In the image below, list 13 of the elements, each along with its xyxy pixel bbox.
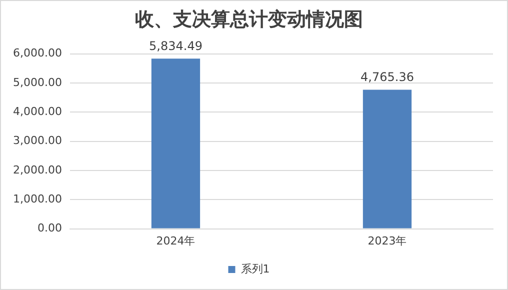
data-label: 4,765.36 <box>360 70 414 84</box>
y-tick-label: 2,000.00 <box>13 163 62 176</box>
y-tick-label: 3,000.00 <box>13 134 62 148</box>
y-tick-label: 4,000.00 <box>13 104 62 118</box>
x-tick-label: 2024年 <box>156 234 196 248</box>
y-tick-label: 5,000.00 <box>13 76 62 89</box>
data-label: 5,834.49 <box>149 38 202 53</box>
x-tick-label: 2023年 <box>368 234 407 248</box>
y-tick-label: 1,000.00 <box>13 192 62 206</box>
y-tick-label: 6,000.00 <box>13 46 62 60</box>
chart-title: 收、支决算总计变动情况图 <box>135 8 363 30</box>
legend-label: 系列1 <box>240 262 270 276</box>
y-tick-label: 0.00 <box>37 222 62 235</box>
